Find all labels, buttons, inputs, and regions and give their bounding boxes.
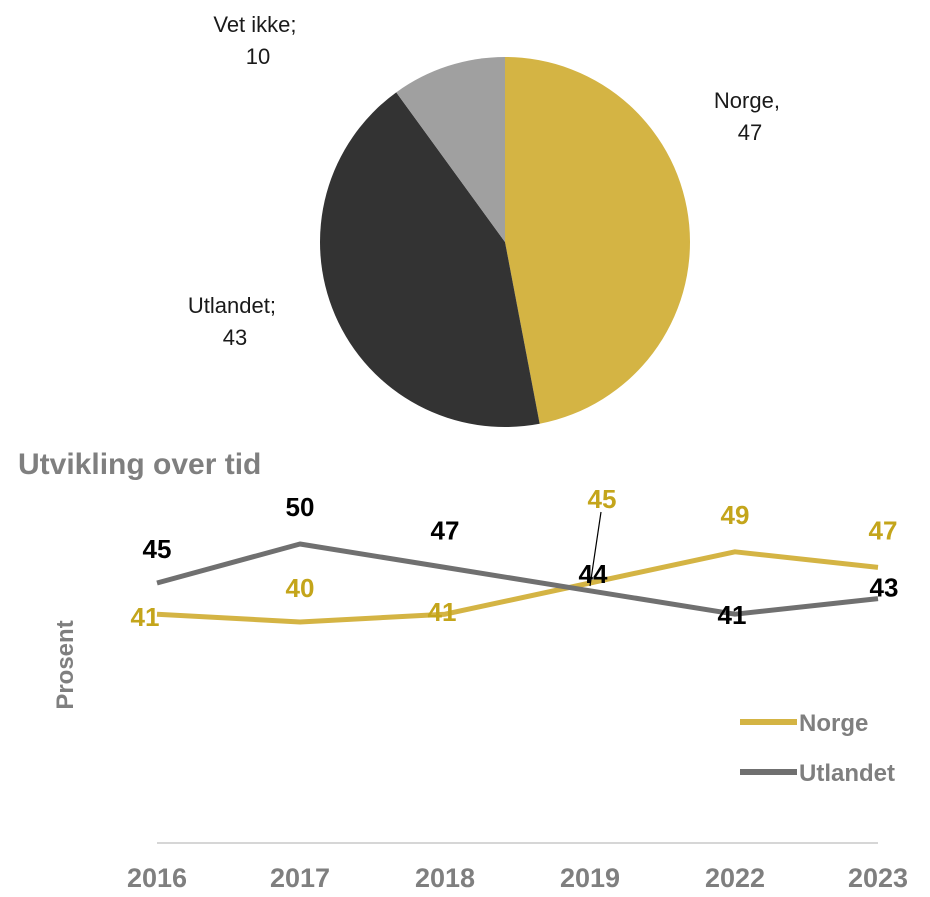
data-labels-utlandet: 45 50 47 44 41 43 — [143, 492, 899, 630]
pie-slice-norge — [505, 56, 691, 424]
line-chart: Utvikling over tid Prosent 2016 2017 201… — [18, 448, 908, 893]
pie-slice-vet-ikke — [396, 57, 505, 242]
chart-title: Utvikling over tid — [18, 448, 261, 481]
pie-label-utlandet: Utlandet; 43 — [188, 293, 282, 350]
x-tick-label: 2018 — [415, 863, 475, 893]
x-tick-label: 2017 — [270, 863, 330, 893]
data-label-norge: 41 — [131, 602, 160, 632]
data-label-utlandet: 47 — [431, 515, 460, 545]
pie-label-norge: Norge, 47 — [714, 88, 786, 145]
x-tick-label: 2023 — [848, 863, 908, 893]
data-label-norge: 40 — [286, 573, 315, 603]
data-label-utlandet: 44 — [579, 559, 608, 589]
data-label-norge: 47 — [869, 515, 898, 545]
pie-chart: Norge, 47 Utlandet; 43 Vet ikke; 10 — [188, 12, 786, 428]
data-label-norge: 41 — [428, 597, 457, 627]
data-label-norge: 45 — [588, 484, 617, 514]
pie-label-vet-ikke: Vet ikke; 10 — [213, 12, 302, 69]
data-label-utlandet: 41 — [718, 600, 747, 630]
y-axis-label: Prosent — [52, 620, 79, 709]
data-label-utlandet: 45 — [143, 534, 172, 564]
data-label-utlandet: 43 — [870, 573, 899, 603]
x-tick-label: 2016 — [127, 863, 187, 893]
legend-label-utlandet: Utlandet — [799, 760, 895, 787]
pie-slice-utlandet — [320, 92, 540, 428]
data-label-utlandet: 50 — [286, 492, 315, 522]
series-line-norge — [156, 549, 879, 625]
data-label-norge: 49 — [721, 500, 750, 530]
series-line-utlandet — [156, 541, 879, 617]
data-label-leader-line — [589, 511, 602, 587]
legend-label-norge: Norge — [799, 710, 868, 737]
x-tick-label: 2019 — [560, 863, 620, 893]
x-tick-label: 2022 — [705, 863, 765, 893]
legend: Norge Utlandet — [740, 710, 895, 787]
data-labels-norge: 41 40 41 45 49 47 — [131, 484, 898, 632]
